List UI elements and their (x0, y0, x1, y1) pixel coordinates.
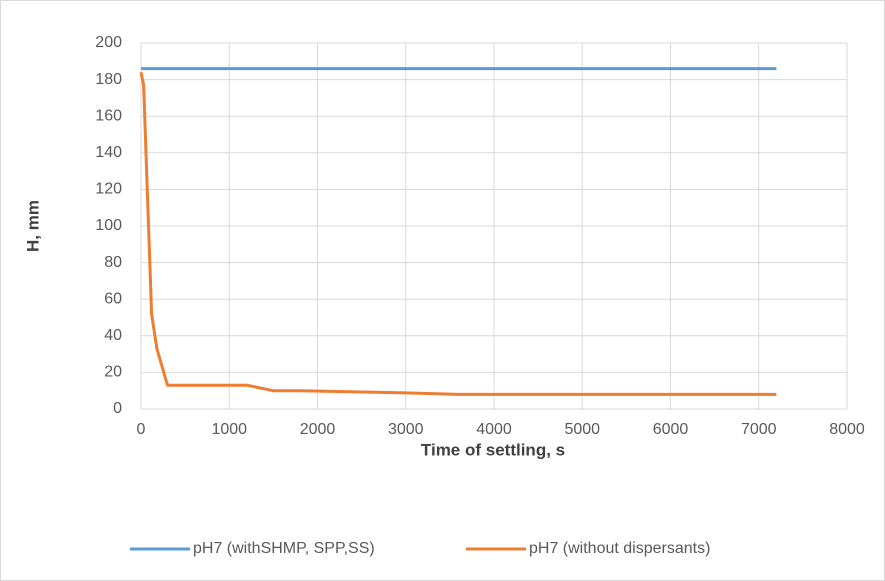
y-tick-label: 200 (95, 34, 122, 51)
y-tick-label: 120 (95, 181, 122, 198)
y-tick-label: 60 (104, 290, 122, 307)
x-tick-label: 2000 (300, 421, 336, 438)
y-tick-label: 140 (95, 144, 122, 161)
x-axis-title: Time of settling, s (421, 440, 565, 459)
y-tick-label: 160 (95, 107, 122, 124)
y-tick-label: 40 (104, 327, 122, 344)
x-tick-label: 4000 (476, 421, 512, 438)
data-line (139, 71, 777, 396)
y-tick-label: 100 (95, 217, 122, 234)
x-tick-label: 3000 (388, 421, 424, 438)
x-tick-label: 6000 (653, 421, 689, 438)
x-tick-label: 5000 (564, 421, 600, 438)
x-tick-label: 7000 (741, 421, 777, 438)
x-tick-label: 0 (137, 421, 146, 438)
y-tick-label: 80 (104, 254, 122, 271)
y-axis-title: H, mm (23, 200, 42, 252)
y-tick-label: 20 (104, 364, 122, 381)
x-tick-label: 1000 (211, 421, 247, 438)
y-tick-label: 0 (113, 400, 122, 417)
x-tick-label: 8000 (829, 421, 865, 438)
legend-label: pH7 (withSHMP, SPP,SS) (193, 540, 375, 557)
legend-label: pH7 (without dispersants) (529, 540, 710, 557)
y-tick-label: 180 (95, 71, 122, 88)
